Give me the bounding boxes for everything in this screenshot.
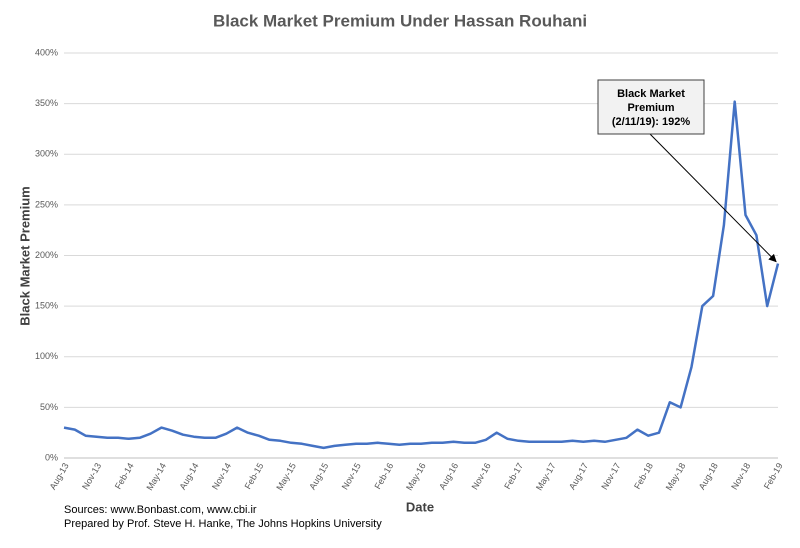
annotation-arrow (649, 133, 777, 263)
y-tick-label: 400% (35, 47, 58, 57)
y-tick-label: 200% (35, 250, 58, 260)
data-line (63, 100, 780, 450)
annotation-text: Premium (627, 102, 674, 114)
y-tick-label: 50% (40, 402, 58, 412)
y-axis-title: Black Market Premium (17, 186, 32, 325)
y-tick-label: 300% (35, 149, 58, 159)
annotation-box (597, 79, 705, 135)
annotation-text: (2/11/19): 192% (612, 116, 690, 128)
y-tick-label: 0% (45, 452, 58, 462)
source-line: Prepared by Prof. Steve H. Hanke, The Jo… (64, 518, 382, 530)
x-axis-title: Date (406, 499, 434, 514)
y-tick-label: 150% (35, 301, 58, 311)
source-line: Sources: www.Bonbast.com, www.cbi.ir (64, 504, 257, 516)
y-tick-label: 100% (35, 351, 58, 361)
chart-title: Black Market Premium Under Hassan Rouhan… (213, 11, 587, 30)
y-tick-label: 250% (35, 199, 58, 209)
y-tick-label: 350% (35, 98, 58, 108)
annotation-text: Black Market (617, 88, 685, 100)
